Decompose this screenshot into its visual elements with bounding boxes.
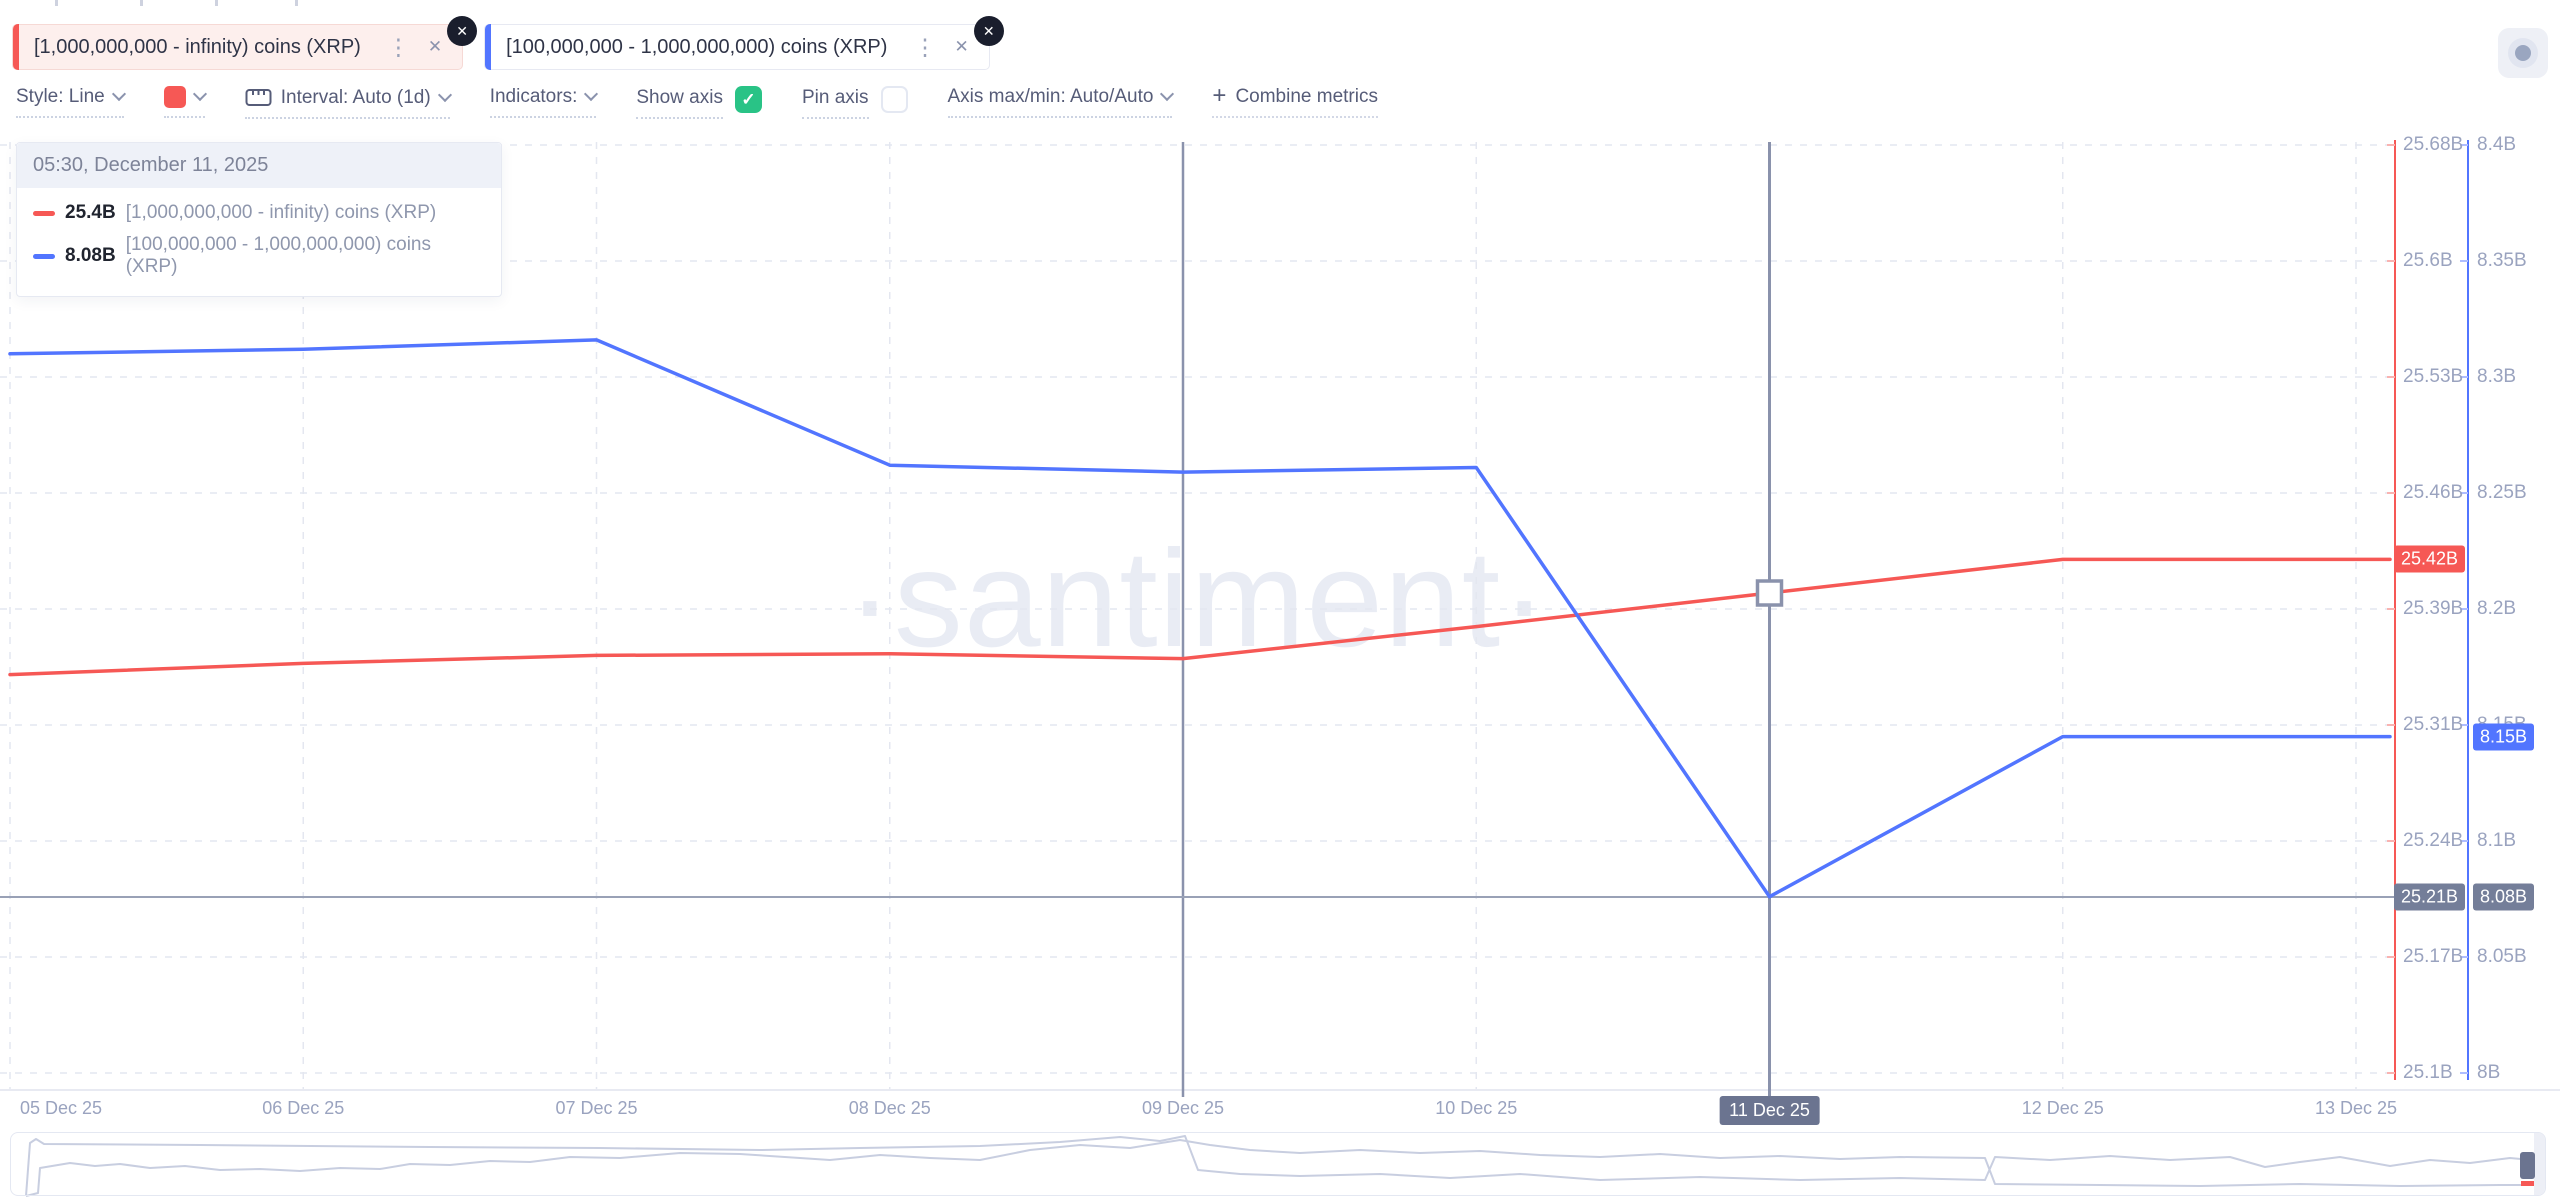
plus-icon: + [1212,82,1227,109]
show-axis-checkbox[interactable]: ✓ [734,86,762,113]
chevron-down-icon [192,86,207,102]
combine-metrics-button[interactable]: + Combine metrics [1212,82,1378,118]
red-axis-tick-label: 25.53B [2403,366,2464,387]
kebab-menu-icon[interactable]: ⋮ [386,33,410,60]
navigator-scroll-handle[interactable] [2520,1152,2535,1179]
tooltip-timestamp: 05:30, December 11, 2025 [17,143,501,188]
tab-color-bar [485,24,492,70]
red-axis-tick-label: 25.39B [2403,598,2464,619]
interval-icon [245,86,272,109]
style-label: Style: Line [16,86,105,107]
top-edge-artifact [140,0,143,6]
top-edge-artifact [215,0,218,6]
metric-tab-mid-holders[interactable]: [100,000,000 - 1,000,000,000) coins (XRP… [484,16,1004,70]
show-axis-label: Show axis [636,86,723,108]
tab-color-bar [13,24,19,70]
chevron-down-icon [437,87,452,102]
blue-axis-tick-label: 8.4B [2477,134,2517,155]
navigator-scroll-track[interactable] [2534,1133,2545,1195]
close-icon[interactable]: ✕ [954,37,969,56]
chevron-down-icon [111,86,126,102]
x-axis-date-label: 12 Dec 25 [2021,1098,2104,1118]
kebab-menu-icon[interactable]: ⋮ [913,33,937,60]
metric-tabs-row: [1,000,000,000 - infinity) coins (XRP) ⋮… [12,16,1004,70]
close-icon: ✕ [456,22,468,39]
navigator-current-position-tick [2521,1181,2534,1186]
check-icon: ✓ [741,89,756,109]
x-axis-date-label: 06 Dec 25 [262,1098,345,1118]
top-edge-artifact [295,0,298,6]
radial-menu-button[interactable] [2498,28,2548,78]
interval-label: Interval: Auto (1d) [280,86,431,108]
indicators-dropdown[interactable]: Indicators: [489,86,599,118]
blue-axis-tick-label: 8.1B [2477,830,2517,851]
style-dropdown[interactable]: Style: Line [16,86,126,118]
santiment-watermark: ·santiment· [846,522,1549,676]
x-axis-date-label: 07 Dec 25 [555,1098,638,1118]
tooltip-row-blue-series: 8.08B [100,000,000 - 1,000,000,000) coin… [33,234,485,278]
radial-ring-icon [2508,38,2538,68]
blue-current-badge: 8.15B [2473,723,2535,751]
blue-cross-badge: 8.08B [2473,883,2535,911]
indicators-label: Indicators: [489,86,578,107]
show-axis-toggle[interactable]: Show axis ✓ [636,86,762,119]
blue-axis-tick-label: 8.35B [2477,250,2527,271]
close-icon: ✕ [982,22,995,39]
x-axis-date-label: 13 Dec 25 [2314,1098,2398,1118]
x-axis-date-label: 05 Dec 25 [20,1098,103,1118]
pin-axis-label: Pin axis [801,86,869,108]
red-axis-tick-label: 25.31B [2403,714,2464,735]
red-axis-tick-label: 25.46B [2403,482,2464,503]
blue-series-dash-icon [33,253,55,259]
x-axis-date-label: 10 Dec 25 [1435,1098,1518,1118]
color-swatch[interactable] [163,86,186,108]
red-cross-badge: 25.21B [2394,883,2466,911]
remove-metric-badge[interactable]: ✕ [973,16,1004,46]
x-axis-date-label: 08 Dec 25 [848,1098,931,1118]
red-axis-tick-label: 25.6B [2403,250,2453,271]
highlighted-date-badge: 11 Dec 25 [1719,1096,1820,1125]
tab-label: [100,000,000 - 1,000,000,000) coins (XRP… [506,35,888,58]
blue-axis-tick-label: 8.3B [2477,366,2517,387]
tooltip-value: 25.4B [65,202,116,223]
chevron-down-icon [1160,86,1175,102]
blue-axis-tick-label: 8.25B [2477,482,2527,503]
tooltip-label: [100,000,000 - 1,000,000,000) coins (XRP… [125,234,431,277]
combine-metrics-label: Combine metrics [1235,86,1378,107]
remove-metric-badge[interactable]: ✕ [447,16,478,46]
chart-tooltip: 05:30, December 11, 2025 25.4B [1,000,00… [16,142,502,297]
axis-maxmin-dropdown[interactable]: Axis max/min: Auto/Auto [947,86,1175,118]
red-series-dash-icon [33,210,55,216]
top-edge-artifact [55,0,58,6]
close-icon[interactable]: ✕ [427,37,443,56]
tooltip-label: [1,000,000,000 - infinity) coins (XRP) [125,202,437,223]
x-axis-date-label: 09 Dec 25 [1141,1098,1225,1118]
tooltip-body: 25.4B [1,000,000,000 - infinity) coins (… [17,188,501,296]
blue-axis-tick-label: 8.05B [2477,946,2527,967]
pin-axis-checkbox[interactable] [880,86,908,113]
red-current-badge: 25.42B [2394,545,2466,573]
radial-dot-icon [2515,45,2531,61]
tab-label: [1,000,000,000 - infinity) coins (XRP) [34,35,361,58]
tooltip-row-red-series: 25.4B [1,000,000,000 - infinity) coins (… [33,202,485,224]
red-axis-tick-label: 25.17B [2403,946,2464,967]
interval-dropdown[interactable]: Interval: Auto (1d) [244,86,452,119]
timeline-navigator[interactable] [10,1132,2546,1196]
blue-axis-tick-label: 8B [2477,1062,2501,1083]
red-axis-tick-label: 25.1B [2403,1062,2453,1083]
pin-axis-toggle[interactable]: Pin axis [801,86,908,119]
red-axis-tick-label: 25.24B [2403,830,2464,851]
chart-toolbar: Style: Line Interval: Auto (1d) Indicato… [16,82,1378,119]
blue-axis-tick-label: 8.2B [2477,598,2517,619]
chevron-down-icon [584,86,599,102]
metric-tab-large-holders[interactable]: [1,000,000,000 - infinity) coins (XRP) ⋮… [12,16,478,70]
tooltip-value: 8.08B [65,245,116,266]
color-swatch-dropdown[interactable] [163,86,207,118]
axis-maxmin-label: Axis max/min: Auto/Auto [947,86,1154,107]
red-axis-tick-label: 25.68B [2403,134,2464,155]
